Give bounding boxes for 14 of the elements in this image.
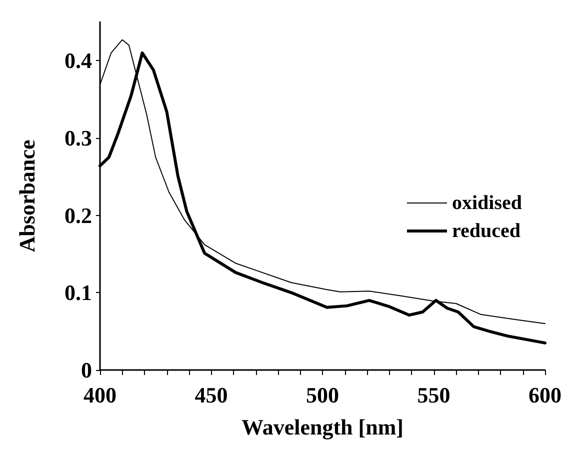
x-axis-title: Wavelength [nm] [242,414,404,440]
y-tick-label: 0.3 [64,126,92,150]
y-axis-title: Absorbance [14,140,40,252]
y-tick-label: 0.4 [64,48,92,74]
x-tick-label: 500 [306,382,339,408]
y-tick-label: 0.1 [64,280,92,306]
y-tick-label: 0 [81,358,92,382]
x-tick-label: 600 [528,382,562,408]
x-tick-label: 400 [84,382,116,408]
y-tick-label: 0.2 [64,202,92,228]
x-tick-label: 450 [194,382,228,408]
x-tick-label: 550 [417,382,450,408]
legend-label: reduced [452,220,520,242]
legend-label: oxidised [452,192,522,214]
